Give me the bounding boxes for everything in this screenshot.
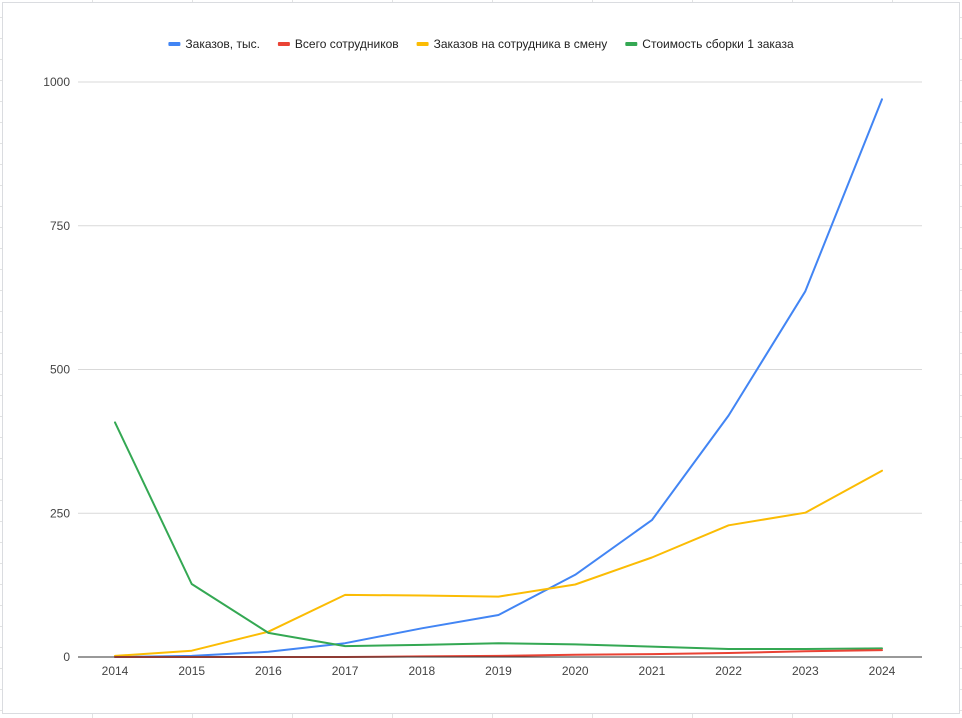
x-tick-label: 2015 bbox=[178, 664, 205, 678]
legend-swatch bbox=[416, 42, 429, 46]
y-tick-label: 250 bbox=[50, 506, 70, 520]
y-tick-label: 500 bbox=[50, 363, 70, 377]
x-tick-label: 2019 bbox=[485, 664, 512, 678]
x-tick-label: 2014 bbox=[102, 664, 129, 678]
x-tick-label: 2020 bbox=[562, 664, 589, 678]
y-axis-labels: 0 250 500 750 1000 bbox=[43, 75, 70, 664]
series-line-1[interactable] bbox=[114, 98, 883, 658]
legend-swatch bbox=[625, 42, 638, 46]
legend-item-2[interactable]: Всего сотрудников bbox=[277, 37, 399, 51]
legend-item-3[interactable]: Заказов на сотрудника в смену bbox=[416, 37, 608, 51]
x-tick-label: 2023 bbox=[792, 664, 819, 678]
x-tick-label: 2021 bbox=[639, 664, 666, 678]
y-tick-label: 1000 bbox=[43, 75, 70, 89]
chart-card[interactable]: Заказов, тыс. Всего сотрудников Заказов на… bbox=[3, 3, 959, 713]
x-tick-label: 2016 bbox=[255, 664, 282, 678]
chart-legend: Заказов, тыс. Всего сотрудников Заказов на… bbox=[168, 37, 794, 51]
chart-gridlines bbox=[78, 81, 922, 514]
legend-item-1[interactable]: Заказов, тыс. bbox=[168, 37, 260, 51]
legend-swatch bbox=[277, 42, 290, 46]
legend-item-4[interactable]: Стоимость сборки 1 заказа bbox=[625, 37, 794, 51]
x-tick-label: 2017 bbox=[332, 664, 359, 678]
line-chart: Заказов, тыс. Всего сотрудников Заказов на… bbox=[43, 37, 922, 678]
legend-label: Всего сотрудников bbox=[295, 37, 399, 51]
x-tick-label: 2018 bbox=[408, 664, 435, 678]
chart-series bbox=[114, 98, 883, 658]
series-line-3[interactable] bbox=[114, 469, 883, 657]
legend-label: Заказов, тыс. bbox=[185, 37, 260, 51]
y-tick-label: 750 bbox=[50, 219, 70, 233]
legend-label: Стоимость сборки 1 заказа bbox=[642, 37, 794, 51]
x-tick-label: 2022 bbox=[715, 664, 742, 678]
x-axis-labels: 2014 2015 2016 2017 2018 2019 2020 2021 2022 2023… bbox=[102, 664, 896, 678]
legend-label: Заказов на сотрудника в смену bbox=[434, 37, 608, 51]
x-tick-label: 2024 bbox=[869, 664, 896, 678]
series-line-4[interactable] bbox=[114, 421, 883, 650]
legend-swatch bbox=[168, 42, 181, 46]
y-tick-label: 0 bbox=[63, 650, 70, 664]
